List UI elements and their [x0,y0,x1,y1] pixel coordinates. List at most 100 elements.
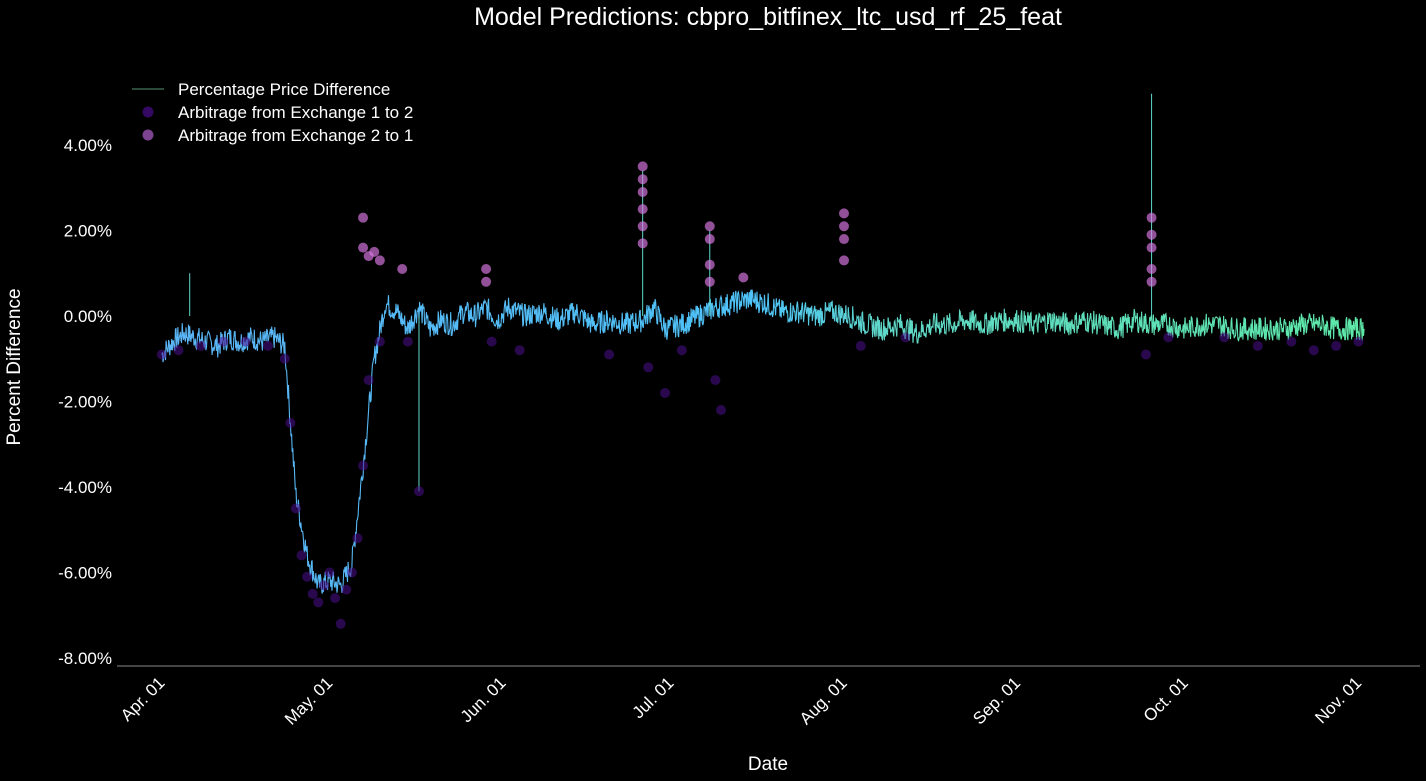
legend-label-line: Percentage Price Difference [178,80,390,99]
arb-1-to-2-point [710,375,721,386]
x-tick-label: May. 01 [281,673,336,728]
arb-1-to-2-point [486,336,497,347]
arb-1-to-2-point [335,618,346,629]
arb-1-to-2-point [855,340,866,351]
x-tick-label: Oct. 01 [1140,673,1192,725]
legend-label-arb-2-to-1: Arbitrage from Exchange 2 to 1 [178,126,413,145]
y-tick-label: -6.00% [58,564,112,583]
series-line-path [161,289,1365,594]
arb-2-to-1-point [397,263,408,274]
arb-2-to-1-point [369,246,380,257]
arb-1-to-2-point [413,486,424,497]
arb-1-to-2-point [285,417,296,428]
arb-2-to-1-point [838,234,849,245]
arb-1-to-2-point [302,571,313,582]
legend-label-arb-1-to-2: Arbitrage from Exchange 1 to 2 [178,103,413,122]
arb-1-to-2-point [279,353,290,364]
y-tick-label: -4.00% [58,478,112,497]
arb-1-to-2-point [643,362,654,373]
arb-1-to-2-point [1331,340,1342,351]
arb-1-to-2-point [1252,340,1263,351]
arb-1-to-2-point [715,405,726,416]
arb-1-to-2-point [604,349,615,360]
arb-2-to-1-point [1146,229,1157,240]
x-tick-label: Nov. 01 [1311,673,1365,727]
arb-2-to-1-point [637,204,648,215]
arb-1-to-2-point [1353,336,1364,347]
legend: Percentage Price Difference Arbitrage fr… [132,80,413,145]
arb-2-to-1-point [637,221,648,232]
series-line-group [161,93,1365,594]
arb-1-to-2-point [290,503,301,514]
arb-2-to-1-point [1146,242,1157,253]
arb-2-to-1-point [704,276,715,287]
arb-1-to-2-point [313,597,324,608]
arb-1-to-2-point [218,336,229,347]
arb-2-to-1-point [637,174,648,185]
arb-2-to-1-point [637,187,648,198]
arb-1-to-2-point [1286,336,1297,347]
y-tick-group: 4.00% 2.00% 0.00% -2.00% -4.00% -6.00% -8.00% [58,136,112,668]
arb-2-to-1-point [838,208,849,219]
arb-2-to-1-point [704,259,715,270]
arb-1-to-2-point [296,550,307,561]
arb-2-to-1-point [374,255,385,266]
x-tick-label: Apr. 01 [117,673,169,725]
arb-1-to-2-point [346,567,357,578]
arb-1-to-2-point [307,588,318,599]
x-tick-label: Jul. 01 [629,673,678,722]
y-tick-label: -2.00% [58,393,112,412]
arb-1-to-2-point [352,533,363,544]
arb-1-to-2-point [676,345,687,356]
y-tick-label: 4.00% [64,136,112,155]
y-tick-label: 2.00% [64,222,112,241]
arb-1-to-2-point [363,375,374,386]
x-tick-label: Aug. 01 [796,673,851,728]
arb-1-to-2-point [240,336,251,347]
arb-2-to-1-point [358,212,369,223]
y-tick-label: -8.00% [58,649,112,668]
legend-marker-arb-1-to-2 [142,106,154,118]
arb-2-to-1-point [838,255,849,266]
arb-1-to-2-point [514,345,525,356]
arb-1-to-2-group [156,332,1364,629]
arb-2-to-1-point [481,263,492,274]
arb-2-to-1-point [704,234,715,245]
arb-1-to-2-point [1308,345,1319,356]
arb-2-to-1-point [1146,263,1157,274]
arb-2-to-1-point [1146,212,1157,223]
arb-1-to-2-point [1140,349,1151,360]
arb-2-to-1-point [704,221,715,232]
x-tick-group: Apr. 01 May. 01 Jun. 01 Jul. 01 Aug. 01 Sep. … [117,673,1365,728]
x-tick-label: Jun. 01 [457,673,510,726]
arb-1-to-2-point [324,567,335,578]
x-tick-label: Sep. 01 [969,673,1024,728]
chart-title: Model Predictions: cbpro_bitfinex_ltc_us… [474,3,1062,31]
arb-1-to-2-point [1163,332,1174,343]
arb-1-to-2-point [900,332,911,343]
arb-1-to-2-point [173,345,184,356]
arb-2-to-1-point [358,242,369,253]
arb-2-to-1-point [738,272,749,283]
x-axis-label: Date [748,754,788,775]
arb-2-to-1-point [481,276,492,287]
arb-2-to-1-group [358,161,1157,287]
arb-1-to-2-point [1219,332,1230,343]
arb-1-to-2-point [156,349,167,360]
arb-1-to-2-point [660,387,671,398]
arb-1-to-2-point [262,340,273,351]
arb-2-to-1-point [637,161,648,172]
arb-2-to-1-point [1146,276,1157,287]
arb-1-to-2-point [402,336,413,347]
arb-1-to-2-point [358,460,369,471]
arb-2-to-1-point [838,221,849,232]
arb-1-to-2-point [318,580,329,591]
arb-1-to-2-point [341,584,352,595]
y-tick-label: 0.00% [64,307,112,326]
arb-1-to-2-point [374,336,385,347]
arb-2-to-1-point [637,238,648,249]
arb-1-to-2-point [330,593,341,604]
y-axis-label: Percent Difference [4,288,25,445]
